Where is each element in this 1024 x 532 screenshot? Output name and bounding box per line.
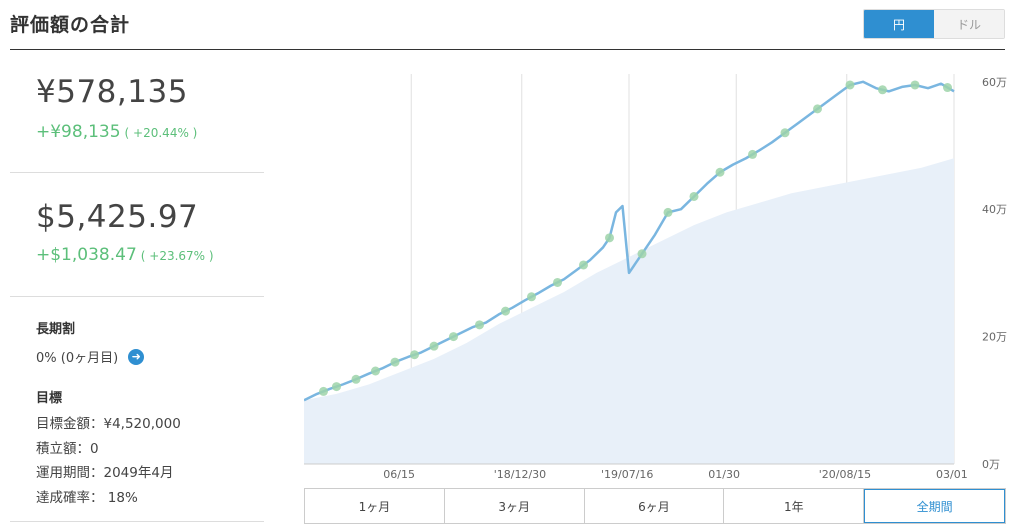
goal-label: 目標 [36,391,63,406]
jpy-summary: ¥578,135 +¥98,135( +20.44% ) [10,60,264,173]
y-tick-label: 60万 [982,76,1007,89]
jpy-gain-amount: +¥98,135 [36,122,121,142]
usd-summary: $5,425.97 +$1,038.47( +23.67% ) [10,173,264,297]
jpy-gain-percent: ( +20.44% ) [124,126,198,140]
period-3-months[interactable]: 3ヶ月 [445,489,585,523]
period-1-year[interactable]: 1年 [724,489,865,523]
x-tick-label: 01/30 [708,468,740,480]
data-point-marker [475,320,484,330]
data-point-marker [813,104,822,114]
y-tick-label: 40万 [982,203,1007,216]
data-point-marker [501,306,510,316]
period-all[interactable]: 全期間 [864,489,1005,523]
data-point-marker [319,386,328,396]
data-point-marker [910,80,920,90]
period-6-months[interactable]: 6ヶ月 [585,489,725,523]
data-point-marker [579,260,588,270]
y-tick-label: 20万 [982,331,1007,344]
goal-amount: 目標金額：¥4,520,000 [36,416,181,432]
data-point-marker [553,277,562,287]
data-point-marker [605,233,614,243]
data-point-marker [878,85,887,95]
data-point-marker [748,149,757,159]
long-term-label: 長期割 [36,322,76,337]
data-point-marker [449,332,458,342]
data-point-marker [845,80,855,90]
data-point-marker [780,128,790,138]
currency-jpy-option[interactable]: 円 [864,10,934,38]
x-tick-label: 06/15 [383,468,415,480]
goal-probability: 達成確率： 18% [36,490,138,506]
usd-gain-percent: ( +23.67% ) [140,249,214,263]
valuation-chart: 06/15 '18/12/30 '19/07/16 01/30 '20/08/15 03/… [304,74,1024,480]
usd-gain: +$1,038.47( +23.67% ) [36,245,214,265]
long-term-value: 0% (0ヶ月目) [36,351,119,366]
data-point-marker [715,167,725,177]
currency-toggle[interactable]: 円 ドル [863,9,1005,39]
period-selector[interactable]: 1ヶ月 3ヶ月 6ヶ月 1年 全期間 [304,488,1006,524]
data-point-marker [371,366,380,376]
data-point-marker [351,374,361,384]
data-point-marker [332,382,341,392]
goal-contribution: 積立額：0 [36,441,99,457]
usd-total-value: $5,425.97 [36,199,199,235]
x-tick-label: '18/12/30 [494,468,546,480]
header: 評価額の合計 円 ドル [10,0,1005,50]
period-1-month[interactable]: 1ヶ月 [305,489,445,523]
data-point-marker [390,357,400,367]
data-point-marker [527,292,536,302]
page-title: 評価額の合計 [10,14,131,36]
currency-usd-option[interactable]: ドル [934,10,1004,38]
contribution-area [304,158,954,464]
data-point-marker [637,249,647,259]
x-tick-label: '20/08/15 [819,468,871,480]
x-tick-label: 03/01 [936,468,968,480]
data-point-marker [689,191,699,201]
divider [10,521,264,522]
goal-period: 運用期間：2049年4月 [36,465,174,481]
jpy-gain: +¥98,135( +20.44% ) [36,122,197,142]
arrow-right-icon[interactable]: ➜ [128,348,145,365]
jpy-total-value: ¥578,135 [36,74,188,110]
x-tick-label: '19/07/16 [601,468,653,480]
data-point-marker [429,341,439,351]
data-point-marker [663,207,673,217]
chart-svg: 06/15 '18/12/30 '19/07/16 01/30 '20/08/15 03/… [304,74,1007,480]
y-tick-label: 0万 [982,458,1000,471]
data-point-marker [943,83,952,93]
usd-gain-amount: +$1,038.47 [36,245,137,265]
data-point-marker [410,350,419,360]
long-term-value-row: 0% (0ヶ月目) ➜ [36,347,145,366]
